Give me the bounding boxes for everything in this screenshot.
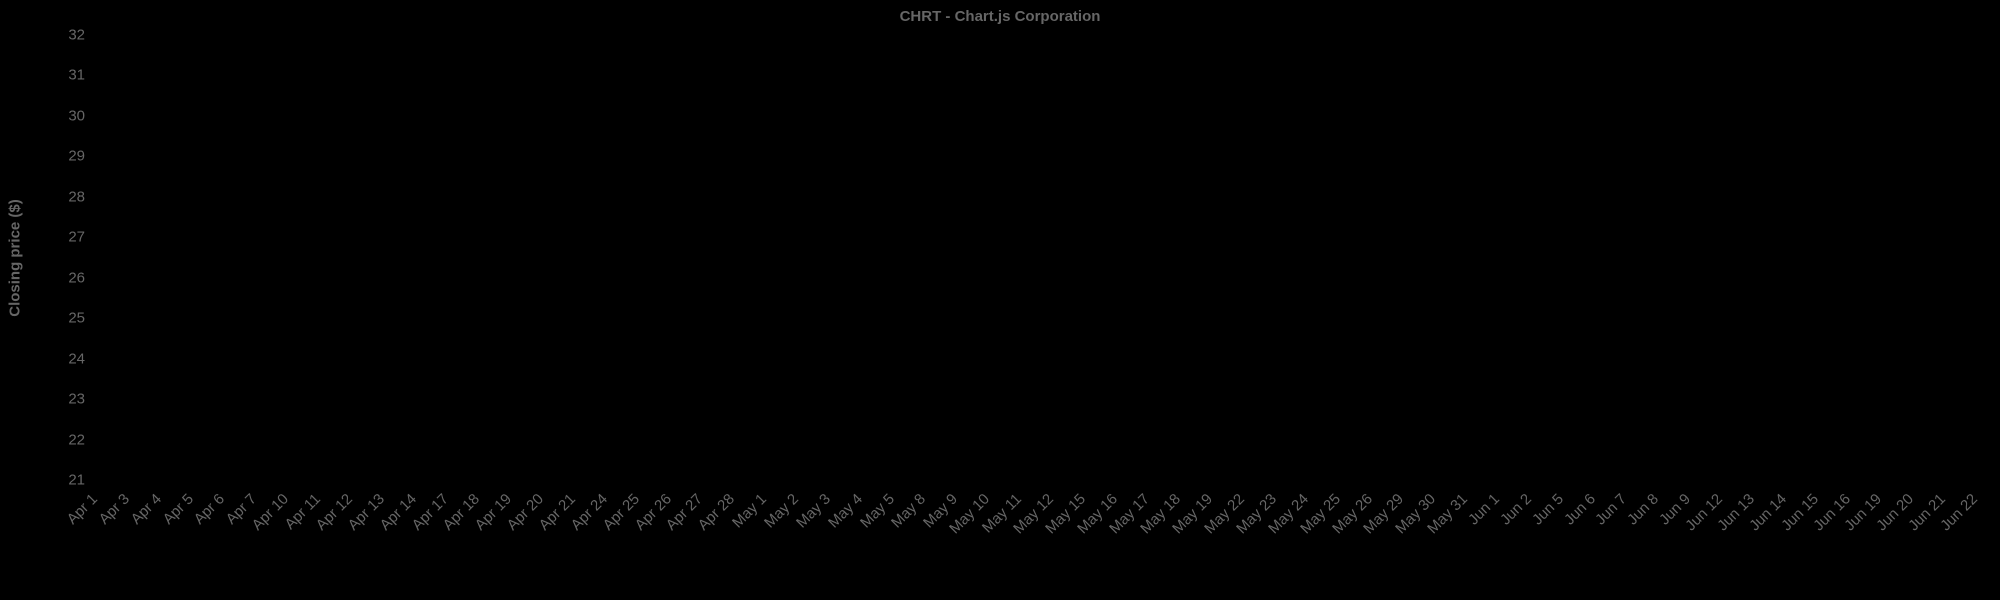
chart-container: CHRT - Chart.js Corporation Closing pric… — [0, 0, 2000, 600]
y-tick-label: 23 — [68, 391, 85, 408]
y-tick-label: 24 — [68, 350, 85, 367]
x-tick-label: Jun 7 — [1593, 490, 1631, 528]
x-tick-label: May 4 — [825, 490, 866, 531]
y-tick-label: 25 — [68, 310, 85, 327]
x-tick-label: May 3 — [793, 490, 834, 531]
y-tick-label: 28 — [68, 188, 85, 205]
y-tick-label: 32 — [68, 27, 85, 44]
y-axis-title: Closing price ($) — [7, 199, 24, 317]
y-tick-label: 31 — [68, 67, 85, 84]
y-tick-label: 22 — [68, 431, 85, 448]
x-tick-label: Apr 5 — [159, 490, 196, 527]
x-tick-label: Jun 8 — [1624, 490, 1662, 528]
y-tick-label: 21 — [68, 472, 85, 489]
y-tick-label: 26 — [68, 269, 85, 286]
x-tick-label: Jun 2 — [1497, 490, 1535, 528]
x-tick-label: Jun 1 — [1465, 490, 1503, 528]
x-tick-label: Jun 6 — [1561, 490, 1599, 528]
chart-title: CHRT - Chart.js Corporation — [0, 8, 2000, 25]
x-tick-label: May 8 — [889, 490, 930, 531]
x-tick-label: Apr 3 — [95, 490, 132, 527]
x-tick-label: Apr 4 — [127, 490, 164, 527]
x-tick-label: May 2 — [761, 490, 802, 531]
x-tick-label: Jun 5 — [1529, 490, 1567, 528]
plot-area: 212223242526272829303132Apr 1Apr 3Apr 4A… — [95, 35, 1975, 480]
x-tick-label: Apr 6 — [191, 490, 228, 527]
x-tick-label: May 5 — [857, 490, 898, 531]
y-tick-label: 30 — [68, 107, 85, 124]
x-tick-label: Apr 28 — [695, 490, 738, 533]
y-tick-label: 29 — [68, 148, 85, 165]
x-tick-label: May 1 — [729, 490, 770, 531]
x-tick-label: Apr 1 — [64, 490, 101, 527]
y-tick-label: 27 — [68, 229, 85, 246]
